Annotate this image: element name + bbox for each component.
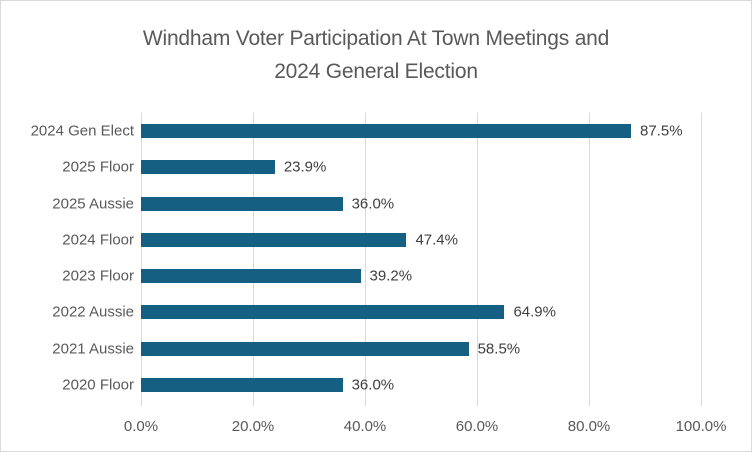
value-label: 58.5% [477, 340, 521, 358]
category-label: 2025 Aussie [52, 195, 134, 213]
chart-title-line2: 2024 General Election [274, 60, 478, 83]
bar [141, 377, 343, 392]
bar-row: 2025 Aussie 36.0% [52, 186, 701, 222]
x-tick-label: 100.0% [675, 418, 727, 435]
value-label: 36.0% [351, 376, 395, 394]
bar [141, 124, 631, 139]
bar-row: 2023 Floor 39.2% [62, 258, 701, 294]
category-label: 2024 Gen Elect [30, 122, 134, 140]
gridline [140, 113, 142, 406]
category-label: 2025 Floor [62, 158, 134, 176]
x-axis: 0.0% 20.0% 40.0% 60.0% 80.0% 100.0% [124, 418, 727, 438]
gridline [364, 113, 366, 406]
value-label: 47.4% [415, 231, 458, 249]
gridline [700, 113, 702, 406]
bar-row: 2021 Aussie 58.5% [52, 331, 701, 367]
category-label: 2024 Floor [62, 231, 134, 249]
x-tick-label: 60.0% [455, 418, 499, 435]
bar [141, 305, 505, 320]
bar [141, 341, 469, 356]
plot-area: 2024 Gen Elect 87.5% 2025 Floor 23.9% 20… [31, 113, 702, 406]
bar-rows: 2024 Gen Elect 87.5% 2025 Floor 23.9% 20… [31, 113, 701, 403]
x-tick-label: 0.0% [123, 418, 159, 435]
chart-title: Windham Voter Participation At Town Meet… [1, 22, 751, 88]
bar-row: 2020 Floor 36.0% [62, 367, 701, 403]
category-label: 2021 Aussie [52, 340, 134, 358]
chart-title-line1: Windham Voter Participation At Town Meet… [142, 27, 610, 50]
category-label: 2022 Aussie [52, 303, 134, 321]
value-label: 64.9% [513, 303, 556, 321]
gridlines [140, 113, 702, 406]
bar [141, 269, 361, 284]
category-label: 2020 Floor [62, 376, 134, 394]
bar-row: 2024 Gen Elect 87.5% [31, 113, 701, 149]
value-label: 23.9% [283, 158, 327, 176]
gridline [476, 113, 478, 406]
bar-row: 2024 Floor 47.4% [62, 222, 701, 258]
value-label: 87.5% [640, 122, 683, 140]
bar [141, 196, 343, 211]
category-label: 2023 Floor [62, 267, 134, 285]
bar-row: 2022 Aussie 64.9% [52, 294, 701, 330]
value-label: 36.0% [351, 195, 395, 213]
bar [141, 160, 275, 175]
bar [141, 232, 407, 247]
bar-row: 2025 Floor 23.9% [62, 149, 701, 185]
gridline [588, 113, 590, 406]
x-tick-label: 80.0% [567, 418, 611, 435]
x-tick-label: 40.0% [343, 418, 387, 435]
gridline [252, 113, 254, 406]
value-label: 39.2% [369, 267, 413, 285]
x-tick-label: 20.0% [231, 418, 275, 435]
